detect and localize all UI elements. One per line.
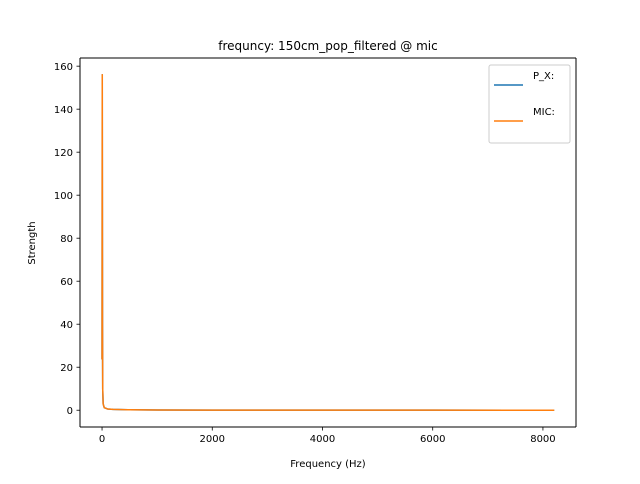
y-tick-label: 60 [60, 277, 73, 288]
y-tick-label: 120 [54, 148, 73, 159]
y-tick-label: 100 [54, 191, 73, 202]
x-tick-label: 8000 [530, 434, 555, 445]
x-tick-label: 6000 [420, 434, 445, 445]
chart-title: frequncy: 150cm_pop_filtered @ mic [218, 39, 437, 53]
legend-box [488, 64, 571, 144]
x-axis-label: Frequency (Hz) [290, 459, 366, 470]
y-tick-label: 80 [60, 234, 73, 245]
x-tick-label: 2000 [200, 434, 225, 445]
legend-label-1: P_X: [533, 71, 554, 82]
y-tick-label: 160 [54, 62, 73, 73]
series-line-2 [101, 74, 555, 411]
x-tick-label: 0 [99, 434, 105, 445]
y-tick-label: 40 [60, 320, 73, 331]
y-axis-label: Strength [27, 221, 38, 264]
y-tick-label: 0 [67, 406, 73, 417]
plot-area [101, 74, 555, 411]
x-tick-label: 4000 [310, 434, 335, 445]
y-tick-label: 140 [54, 105, 73, 116]
legend-label-2: MIC: [533, 107, 555, 118]
y-tick-label: 20 [60, 363, 73, 374]
legend: P_X: MIC: [488, 64, 571, 144]
axes: 0 2000 4000 6000 8000 0 20 40 60 80 100 120 140 160 [54, 57, 577, 445]
